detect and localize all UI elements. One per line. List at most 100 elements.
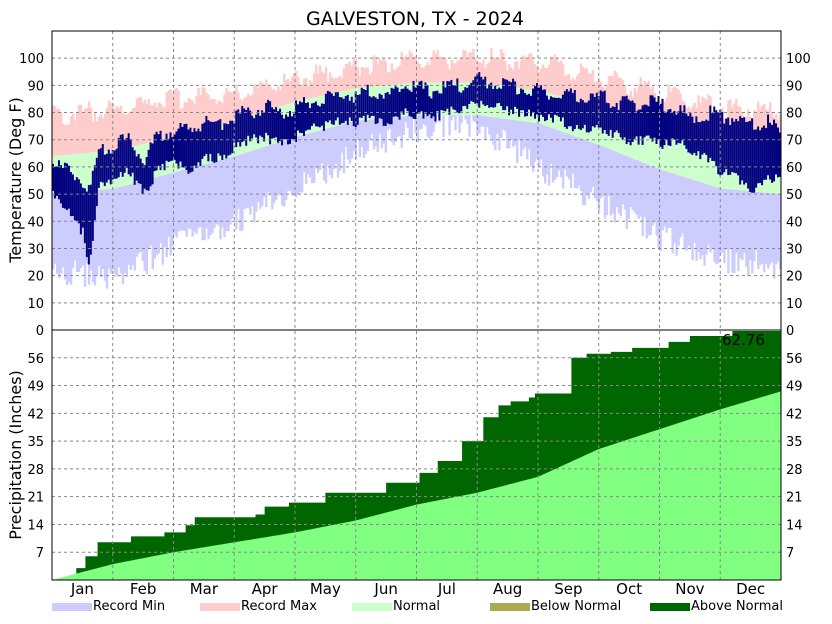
observed-temp-bar (630, 101, 632, 145)
observed-temp-bar (498, 88, 500, 103)
observed-temp-bar (705, 120, 707, 155)
observed-temp-bar (197, 129, 199, 163)
observed-temp-bar (387, 92, 389, 123)
legend-swatch (352, 603, 392, 611)
observed-temp-bar (570, 88, 572, 126)
observed-temp-bar (205, 116, 207, 154)
observed-temp-bar (428, 96, 430, 114)
observed-temp-bar (747, 122, 749, 189)
temp-tick-label-left: 80 (27, 107, 44, 122)
precip-tick-label-left: 35 (27, 435, 44, 450)
observed-temp-bar (225, 124, 227, 159)
observed-temp-bar (283, 119, 285, 140)
observed-temp-bar (253, 118, 255, 134)
observed-temp-bar (506, 80, 508, 106)
observed-temp-bar (642, 105, 644, 144)
observed-temp-bar (339, 97, 341, 125)
observed-temp-bar (401, 89, 403, 112)
observed-temp-bar (375, 97, 377, 124)
observed-temp-bar (100, 148, 102, 182)
observed-temp-bar (299, 101, 301, 133)
observed-temp-bar (480, 77, 482, 101)
record-min-bar (411, 116, 413, 140)
observed-temp-bar (646, 105, 648, 136)
observed-temp-bar (379, 94, 381, 118)
temp-tick-label-right: 100 (786, 52, 811, 67)
observed-temp-bar (444, 87, 446, 111)
observed-temp-bar (341, 97, 343, 123)
observed-temp-bar (767, 115, 769, 176)
observed-temp-bar (558, 98, 560, 117)
observed-temp-bar (60, 165, 62, 203)
observed-temp-bar (765, 128, 767, 180)
observed-temp-bar (546, 96, 548, 121)
observed-temp-bar (273, 109, 275, 138)
observed-temp-bar (148, 150, 150, 191)
observed-temp-bar (96, 158, 98, 206)
observed-temp-bar (542, 90, 544, 117)
observed-temp-bar (644, 105, 646, 138)
month-label: Mar (190, 580, 219, 598)
observed-temp-bar (677, 111, 679, 142)
observed-temp-bar (363, 89, 365, 116)
observed-temp-bar (235, 111, 237, 147)
observed-temp-bar (707, 121, 709, 163)
observed-temp-bar (584, 102, 586, 124)
observed-temp-bar (492, 89, 494, 108)
observed-temp-bar (102, 144, 104, 182)
observed-temp-bar (86, 192, 88, 257)
month-label: Sep (554, 580, 582, 598)
observed-temp-bar (580, 99, 582, 130)
observed-temp-bar (110, 154, 112, 185)
observed-temp-bar (490, 83, 492, 107)
observed-temp-bar (279, 109, 281, 141)
observed-temp-bar (717, 112, 719, 174)
observed-temp-bar (562, 95, 564, 118)
observed-temp-bar (450, 80, 452, 107)
legend-label: Above Normal (691, 599, 783, 614)
observed-temp-bar (134, 150, 136, 184)
observed-temp-bar (693, 123, 695, 153)
observed-temp-bar (90, 185, 92, 255)
observed-temp-bar (602, 92, 604, 134)
observed-temp-bar (510, 82, 512, 110)
observed-temp-bar (76, 177, 78, 221)
observed-temp-bar (532, 89, 534, 113)
temp-tick-label-right: 0 (786, 324, 794, 339)
observed-temp-bar (530, 96, 532, 116)
observed-temp-bar (353, 103, 355, 126)
observed-temp-bar (331, 93, 333, 124)
observed-temp-bar (454, 85, 456, 110)
observed-temp-bar (520, 89, 522, 111)
temp-tick-label-right: 10 (786, 297, 803, 312)
observed-temp-bar (679, 105, 681, 143)
observed-temp-bar (652, 95, 654, 141)
temp-tick-label-right: 90 (786, 79, 803, 94)
observed-temp-bar (345, 96, 347, 121)
observed-temp-bar (313, 103, 315, 124)
observed-temp-bar (130, 139, 132, 176)
precip-total-label: 62.76 (722, 331, 765, 349)
observed-temp-bar (146, 157, 148, 190)
observed-temp-bar (731, 118, 733, 172)
observed-temp-bar (219, 119, 221, 155)
observed-temp-bar (701, 121, 703, 155)
observed-temp-bar (267, 100, 269, 135)
observed-temp-bar (162, 141, 164, 164)
observed-temp-bar (377, 99, 379, 123)
temp-tick-label-right: 70 (786, 134, 803, 149)
temp-tick-label-left: 40 (27, 215, 44, 230)
observed-temp-bar (695, 116, 697, 155)
observed-temp-bar (512, 79, 514, 114)
observed-temp-bar (753, 130, 755, 193)
observed-temp-bar (405, 86, 407, 108)
observed-temp-bar (291, 116, 293, 138)
observed-temp-bar (189, 128, 191, 173)
legend-swatch (52, 603, 92, 611)
precip-tick-label-left: 49 (27, 380, 44, 395)
observed-temp-bar (448, 81, 450, 114)
observed-temp-bar (464, 87, 466, 106)
observed-temp-bar (175, 131, 177, 163)
observed-temp-bar (608, 103, 610, 136)
observed-temp-bar (191, 132, 193, 171)
